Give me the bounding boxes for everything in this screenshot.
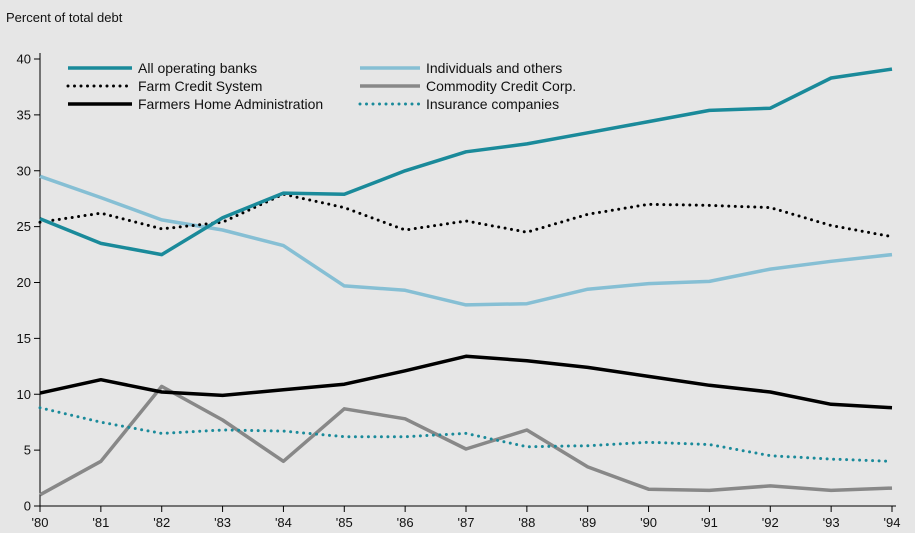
x-tick-label: '91 (701, 515, 718, 530)
y-tick-label: 15 (17, 331, 31, 346)
x-tick-label: '80 (32, 515, 49, 530)
y-tick-label: 20 (17, 275, 31, 290)
y-tick-label: 10 (17, 387, 31, 402)
x-tick-label: '88 (518, 515, 535, 530)
legend-label-commodity-credit-corp: Commodity Credit Corp. (426, 78, 576, 94)
x-tick-label: '81 (92, 515, 109, 530)
series-line-farmers-home-administration (39, 354, 893, 410)
legend: All operating banks Farm Credit System Far… (66, 60, 576, 112)
legend-label-individuals-and-others: Individuals and others (426, 60, 562, 76)
legend-label-insurance-companies: Insurance companies (426, 96, 559, 112)
y-tick-label: 0 (24, 499, 31, 514)
series-line-farm-credit-system (38, 192, 894, 239)
y-axis-title: Percent of total debt (6, 10, 123, 25)
x-tick-label: '93 (823, 515, 840, 530)
x-tick-label: '92 (762, 515, 779, 530)
axes: 0 5 10 15 20 25 30 35 40 '80 '81 '82 '83 '84 '85 '86 '87… (17, 52, 901, 531)
y-tick-label: 40 (17, 52, 31, 67)
x-tick-label: '89 (579, 515, 596, 530)
x-tick-label: '94 (884, 515, 901, 530)
legend-label-all-operating-banks: All operating banks (138, 60, 257, 76)
legend-label-farmers-home-administration: Farmers Home Administration (138, 96, 323, 112)
series-line-all-operating-banks (39, 67, 893, 257)
legend-label-farm-credit-system: Farm Credit System (138, 78, 262, 94)
x-tick-label: '85 (336, 515, 353, 530)
x-tick-label: '82 (153, 515, 170, 530)
y-tick-label: 35 (17, 107, 31, 122)
x-tick-label: '90 (640, 515, 657, 530)
series-line-insurance-companies (38, 406, 894, 463)
x-tick-label: '86 (397, 515, 414, 530)
series-line-commodity-credit-corp (39, 384, 893, 497)
series-line-individuals-and-others (39, 174, 893, 307)
x-tick-label: '84 (275, 515, 292, 530)
x-tick-label: '87 (458, 515, 475, 530)
x-tick-label: '83 (214, 515, 231, 530)
y-tick-label: 30 (17, 163, 31, 178)
y-tick-label: 25 (17, 219, 31, 234)
y-tick-label: 5 (24, 443, 31, 458)
series-layer (38, 67, 894, 497)
